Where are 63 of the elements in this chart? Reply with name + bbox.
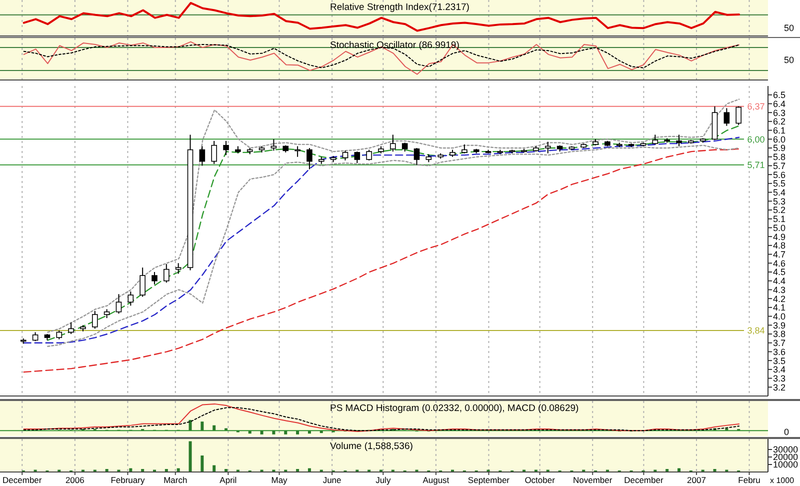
text: 50	[784, 55, 794, 65]
y-tick-label: 3.5	[773, 356, 786, 366]
y-tick-label: 4.0	[773, 311, 786, 322]
x-tick-label: July	[376, 475, 392, 485]
y-tick-label: 5.6	[773, 170, 786, 180]
y-tick-label: 3.2	[773, 382, 786, 392]
y-tick-label: 6.1	[773, 125, 786, 136]
ref-line-label: 6,00	[747, 134, 765, 144]
y-tick-label: 4.8	[773, 240, 786, 251]
y-tick-label: 6.5	[773, 90, 786, 100]
y-tick-label: 5.2	[773, 205, 786, 216]
text: 50	[784, 23, 794, 33]
y-tick-label: 6.2	[773, 116, 786, 127]
text: 0	[784, 427, 790, 437]
y-tick-label: 5.5	[773, 178, 786, 189]
y-axis-title: x 1000	[770, 476, 794, 485]
y-tick-label: 5.0	[773, 222, 786, 233]
x-tick-label: June	[322, 475, 342, 485]
chart-title: PS MACD Histogram (0.02332, 0.00000), MACD (0.08629)	[330, 403, 579, 414]
y-tick-label: 4.3	[773, 284, 786, 295]
x-tick-label: Febru	[738, 475, 761, 485]
x-tick-label: April	[220, 475, 237, 485]
y-tick-label: 4.2	[773, 294, 786, 304]
x-tick-label: 2007	[687, 475, 706, 485]
y-tick-label: 5.1	[773, 214, 786, 224]
x-tick-label: September	[468, 475, 510, 485]
y-tick-label: 5.9	[773, 143, 786, 154]
ref-line-label: 6,37	[747, 102, 765, 112]
x-tick-label: October	[524, 475, 556, 485]
y-tick-label: 6.0	[773, 134, 786, 144]
y-tick-label: 3.4	[773, 364, 786, 375]
y-tick-label: 3.8	[773, 329, 786, 340]
ref-line-label: 5,71	[747, 160, 765, 170]
y-tick-label: 6.4	[773, 98, 786, 109]
chart-title: Relative Strength Index(71.2317)	[330, 2, 470, 13]
y-tick-label: 5.4	[773, 187, 786, 198]
y-tick-label: 10000	[773, 460, 798, 470]
y-tick-label: 4.5	[773, 267, 786, 278]
x-tick-label: 2006	[65, 475, 85, 485]
y-tick-label: 5.3	[773, 196, 786, 206]
y-tick-label: 4.6	[773, 258, 786, 268]
x-tick-label: December	[624, 475, 664, 485]
y-tick-label: 20000	[773, 452, 798, 462]
y-tick-label: 4.7	[773, 249, 786, 260]
x-tick-label: December	[2, 475, 42, 485]
x-tick-label: August	[422, 475, 450, 485]
y-tick-label: 4.9	[773, 232, 786, 242]
y-tick-label: 30000	[773, 444, 798, 455]
y-tick-label: 3.6	[773, 346, 786, 357]
y-tick-label: 6.3	[773, 108, 786, 118]
y-tick-label: 4.4	[773, 276, 786, 286]
y-tick-label: 3.7	[773, 338, 786, 348]
x-tick-label: February	[110, 475, 146, 485]
y-tick-label: 5.8	[773, 152, 786, 162]
y-tick-label: 3.9	[773, 320, 786, 330]
chart-title: Volume (1,588,536)	[330, 441, 413, 452]
y-tick-label: 4.1	[773, 302, 786, 313]
y-tick-label: 3.3	[773, 373, 786, 384]
y-tick-label: 5.7	[773, 160, 786, 171]
x-tick-label: May	[271, 475, 288, 485]
x-tick-label: November	[572, 475, 612, 485]
ref-line-label: 3,84	[747, 326, 765, 336]
x-tick-label: March	[164, 475, 188, 485]
